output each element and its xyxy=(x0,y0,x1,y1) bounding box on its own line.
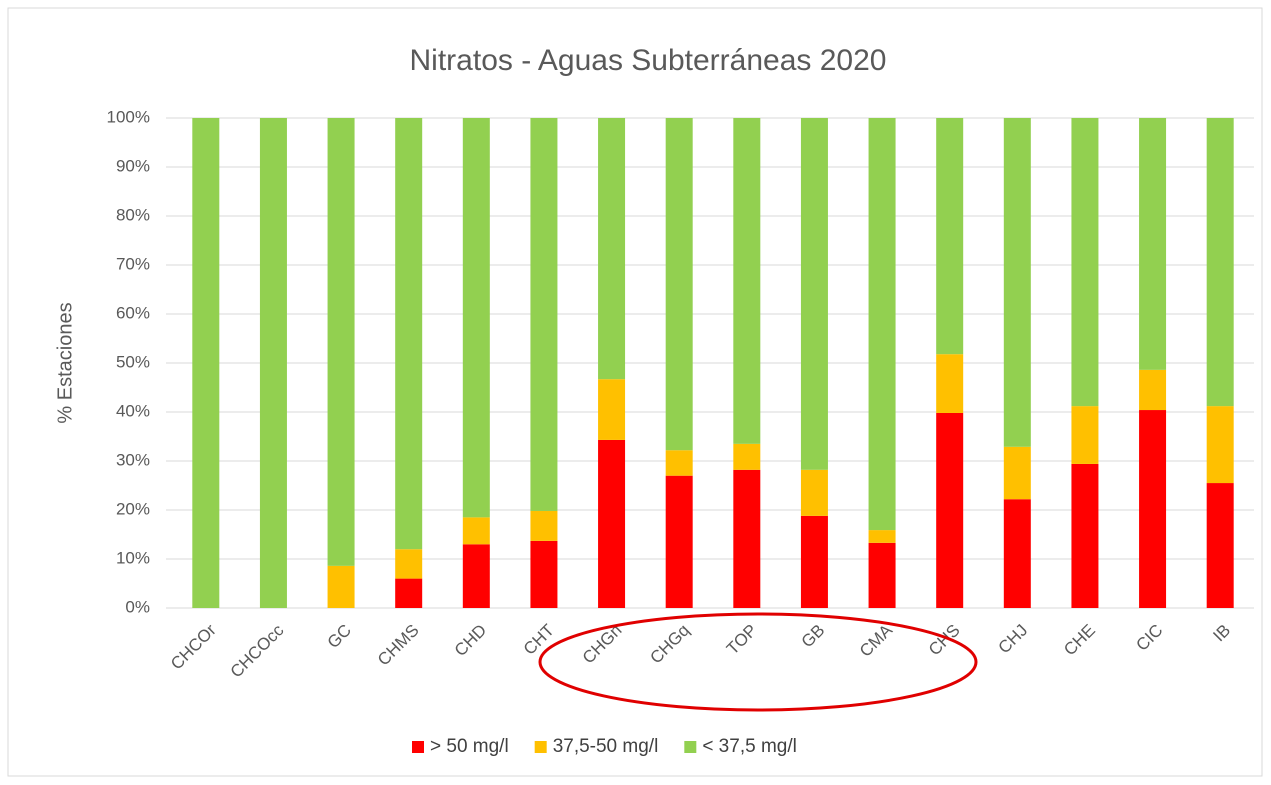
y-tick-label: 70% xyxy=(116,254,150,273)
bar-segment xyxy=(1003,499,1031,608)
bar-segment xyxy=(1071,118,1099,407)
bar-segment xyxy=(1071,406,1099,464)
bar-segment xyxy=(1139,410,1167,608)
y-tick-label: 60% xyxy=(116,303,150,322)
y-tick-label: 90% xyxy=(116,156,150,175)
bar-segment xyxy=(530,540,558,608)
bar-segment xyxy=(1071,463,1099,608)
bar-segment xyxy=(598,118,626,380)
bar-segment xyxy=(665,118,693,451)
legend-swatch xyxy=(684,741,697,753)
bar-segment xyxy=(462,118,490,518)
bar-segment xyxy=(800,469,828,516)
bar-segment xyxy=(530,510,558,541)
bar-segment xyxy=(1206,406,1234,484)
bar-segment xyxy=(259,118,287,608)
bar-segment xyxy=(665,475,693,608)
bar-segment xyxy=(868,542,896,608)
bar-segment xyxy=(1139,118,1167,370)
bar-segment xyxy=(733,443,761,470)
bar-segment xyxy=(1139,369,1167,411)
bar-segment xyxy=(598,439,626,608)
bar-segment xyxy=(1206,483,1234,608)
bar-segment xyxy=(936,354,964,413)
bar-segment xyxy=(395,549,423,579)
bar-segment xyxy=(1206,118,1234,407)
legend-label: 37,5-50 mg/l xyxy=(553,736,659,757)
bar-segment xyxy=(1003,118,1031,447)
chart-title: Nitratos - Aguas Subterráneas 2020 xyxy=(410,44,887,77)
bar-segment xyxy=(327,118,355,566)
legend-swatch xyxy=(412,741,424,753)
bar-segment xyxy=(665,450,693,476)
bar-segment xyxy=(868,118,896,531)
bar-segment xyxy=(733,118,761,444)
highlight-ellipse xyxy=(538,612,978,712)
bar-segment xyxy=(800,118,828,470)
plot-area: 0%10%20%30%40%50%60%70%80%90%100%CHCOr CH… xyxy=(107,107,1254,757)
bar-segment xyxy=(327,565,355,608)
bar-segment xyxy=(395,118,423,550)
y-tick-label: 0% xyxy=(125,597,150,616)
y-tick-label: 10% xyxy=(116,548,150,567)
y-tick-label: 80% xyxy=(116,205,150,224)
legend-label: < 37,5 mg/l xyxy=(702,736,797,757)
y-tick-label: 40% xyxy=(116,401,150,420)
bar-segment xyxy=(192,118,220,608)
y-tick-label: 50% xyxy=(116,352,150,371)
bar-segment xyxy=(395,578,423,608)
y-tick-label: 100% xyxy=(107,107,150,126)
bar-segment xyxy=(1003,446,1031,500)
legend-swatch xyxy=(534,741,547,753)
bar-segment xyxy=(868,530,896,543)
bar-segment xyxy=(936,118,964,355)
bar-segment xyxy=(936,412,964,608)
bar-segment xyxy=(598,379,626,440)
y-axis-label: % Estaciones xyxy=(54,302,76,423)
bar-segment xyxy=(462,544,490,608)
bar-segment xyxy=(462,517,490,545)
bar-segment xyxy=(800,515,828,608)
bar-segment xyxy=(530,118,558,511)
bar-segment xyxy=(733,469,761,608)
legend-label: > 50 mg/l xyxy=(430,736,509,757)
y-tick-label: 20% xyxy=(116,499,150,518)
y-tick-label: 30% xyxy=(116,450,150,469)
